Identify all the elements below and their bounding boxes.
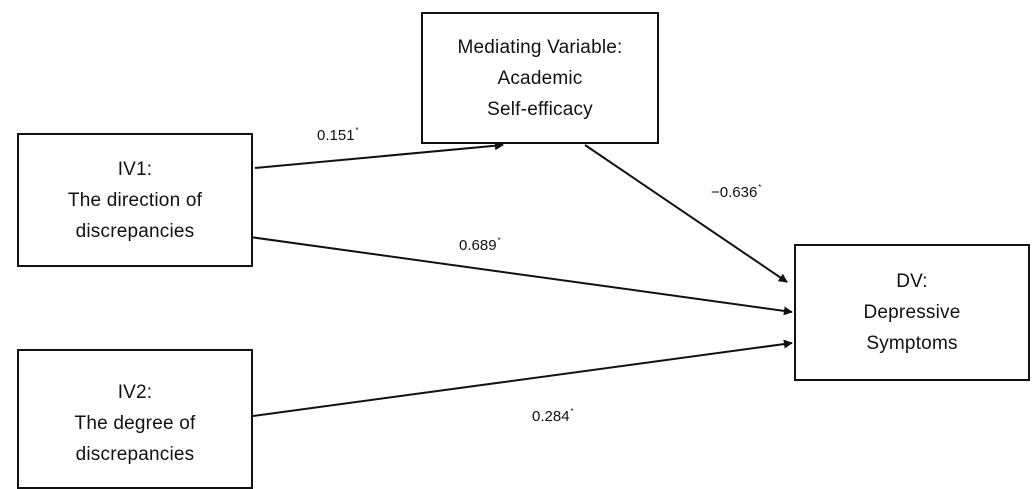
path-diagram: Mediating Variable: Academic Self-effica… <box>17 12 1030 489</box>
coefficient-value: 0.689 <box>459 237 497 254</box>
significance-mark: * <box>758 183 762 192</box>
significance-mark: * <box>355 126 359 135</box>
iv2-label-line2: The degree of <box>74 412 196 434</box>
coefficient-value: −0.636 <box>711 184 758 201</box>
iv1-box: IV1: The direction of discrepancies <box>17 133 253 267</box>
arrow-iv1-to-dv <box>249 236 793 316</box>
arrow-iv2-to-dv <box>252 339 793 417</box>
significance-mark: * <box>497 236 501 245</box>
mediator-label-line1: Mediating Variable: <box>457 36 623 58</box>
arrow-layer <box>249 141 793 417</box>
iv1-label-line3: discrepancies <box>75 220 195 242</box>
coefficient-iv1-to-mediator: 0.151* <box>317 122 359 145</box>
iv2-label-line3: discrepancies <box>75 443 195 465</box>
coefficient-mediator-to-dv: −0.636* <box>711 179 761 202</box>
dv-label-line2: Depressive <box>863 302 961 323</box>
mediator-label-line3: Self-efficacy <box>487 98 593 120</box>
dv-box: DV: Depressive Symptoms <box>794 244 1030 381</box>
iv1-label-line1: IV1: <box>117 158 153 180</box>
iv2-label-line1: IV2: <box>117 381 153 403</box>
coefficient-iv1-to-dv: 0.689* <box>459 232 501 255</box>
iv1-label-line2: The direction of <box>67 189 203 211</box>
iv2-box: IV2: The degree of discrepancies <box>17 349 253 489</box>
coefficient-value: 0.151 <box>317 127 355 144</box>
dv-label-line1: DV: <box>896 271 928 292</box>
arrow-mediator-to-dv <box>584 144 788 283</box>
mediator-label-line2: Academic <box>497 67 583 89</box>
dv-label-line3: Symptoms <box>866 333 958 354</box>
significance-mark: * <box>570 407 574 416</box>
coefficient-iv2-to-dv: 0.284* <box>532 403 574 426</box>
coefficient-value: 0.284 <box>532 408 570 425</box>
mediator-box: Mediating Variable: Academic Self-effica… <box>421 12 659 144</box>
arrow-iv1-to-mediator <box>254 141 504 169</box>
